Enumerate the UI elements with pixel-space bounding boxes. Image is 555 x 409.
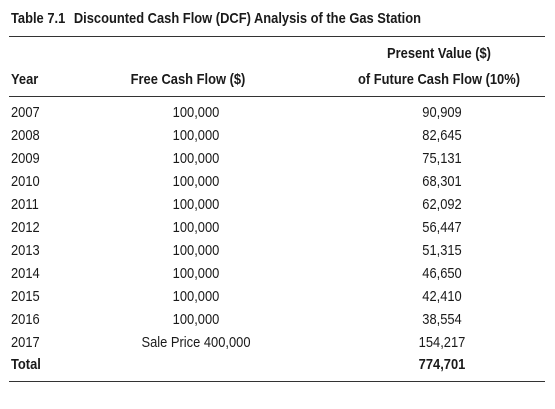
total-row: Total 774,701 bbox=[0, 355, 555, 374]
cell-free-cash-flow: 100,000 bbox=[172, 288, 220, 305]
bottom-rule bbox=[9, 381, 545, 382]
total-label: Total bbox=[11, 356, 41, 373]
header-year: Year bbox=[11, 71, 39, 88]
cell-present-value: 51,315 bbox=[422, 242, 462, 259]
cell-free-cash-flow: 100,000 bbox=[172, 127, 220, 144]
cell-free-cash-flow: 100,000 bbox=[172, 311, 220, 328]
top-rule bbox=[9, 36, 545, 37]
cell-present-value: 42,410 bbox=[422, 288, 462, 305]
cell-free-cash-flow: 100,000 bbox=[172, 150, 220, 167]
cell-present-value: 62,092 bbox=[422, 196, 462, 213]
header-present-value: Present Value ($) bbox=[387, 45, 491, 62]
table-row: 2010 100,000 68,301 bbox=[0, 172, 555, 191]
header-present-value-subtitle: of Future Cash Flow (10%) bbox=[358, 71, 520, 88]
cell-present-value: 82,645 bbox=[422, 127, 462, 144]
cell-year: 2009 bbox=[11, 150, 40, 167]
cell-year: 2007 bbox=[11, 104, 40, 121]
cell-year: 2011 bbox=[11, 196, 39, 213]
table-row: 2008 100,000 82,645 bbox=[0, 126, 555, 145]
table-row: 2012 100,000 56,447 bbox=[0, 218, 555, 237]
header-free-cash-flow: Free Cash Flow ($) bbox=[130, 71, 246, 88]
cell-year: 2010 bbox=[11, 173, 40, 190]
cell-present-value: 38,554 bbox=[422, 311, 462, 328]
cell-year: 2017 bbox=[11, 334, 40, 351]
table-row: 2016 100,000 38,554 bbox=[0, 310, 555, 329]
cell-free-cash-flow: 100,000 bbox=[172, 173, 220, 190]
cell-free-cash-flow: 100,000 bbox=[172, 219, 220, 236]
cell-present-value: 90,909 bbox=[422, 104, 462, 121]
header-rule bbox=[9, 96, 545, 97]
cell-free-cash-flow: 100,000 bbox=[172, 242, 220, 259]
cell-free-cash-flow: Sale Price 400,000 bbox=[141, 334, 251, 351]
table-row: 2011 100,000 62,092 bbox=[0, 195, 555, 214]
table-row: 2014 100,000 46,650 bbox=[0, 264, 555, 283]
table-title: Discounted Cash Flow (DCF) Analysis of t… bbox=[73, 10, 422, 27]
cell-free-cash-flow: 100,000 bbox=[172, 196, 220, 213]
cell-year: 2013 bbox=[11, 242, 40, 259]
cell-present-value: 68,301 bbox=[422, 173, 462, 190]
table-row: 2015 100,000 42,410 bbox=[0, 287, 555, 306]
table-row: 2009 100,000 75,131 bbox=[0, 149, 555, 168]
cell-year: 2016 bbox=[11, 311, 40, 328]
table-row: 2017 Sale Price 400,000 154,217 bbox=[0, 333, 555, 352]
cell-year: 2008 bbox=[11, 127, 40, 144]
cell-present-value: 154,217 bbox=[418, 334, 466, 351]
cell-year: 2014 bbox=[11, 265, 40, 282]
table-row: 2013 100,000 51,315 bbox=[0, 241, 555, 260]
cell-year: 2015 bbox=[11, 288, 40, 305]
cell-free-cash-flow: 100,000 bbox=[172, 104, 220, 121]
cell-year: 2012 bbox=[11, 219, 40, 236]
table-number: Table 7.1 bbox=[11, 10, 66, 27]
cell-present-value: 75,131 bbox=[422, 150, 462, 167]
cell-present-value: 46,650 bbox=[422, 265, 462, 282]
table-row: 2007 100,000 90,909 bbox=[0, 103, 555, 122]
table-caption: Table 7.1 Discounted Cash Flow (DCF) Anal… bbox=[11, 10, 421, 27]
total-present-value: 774,701 bbox=[418, 356, 466, 373]
cell-free-cash-flow: 100,000 bbox=[172, 265, 220, 282]
cell-present-value: 56,447 bbox=[422, 219, 462, 236]
